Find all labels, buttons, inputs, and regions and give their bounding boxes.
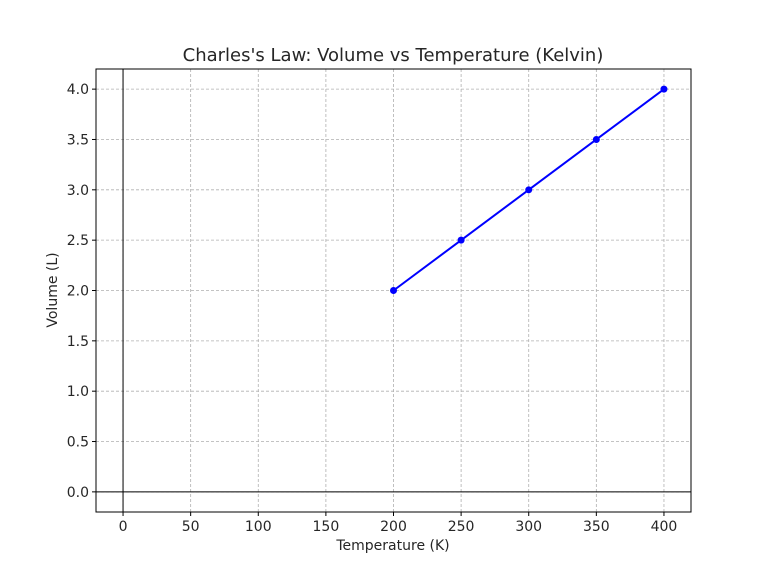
- y-tick-label: 1.0: [67, 384, 89, 400]
- zero-lines: [96, 69, 691, 512]
- y-tick-label: 4.0: [67, 82, 89, 98]
- x-tick-label: 300: [515, 519, 542, 535]
- x-axis-label: Temperature (K): [335, 538, 449, 554]
- x-tick-label: 150: [313, 519, 340, 535]
- data-point: [390, 287, 397, 294]
- y-tick-label: 0.0: [67, 485, 89, 501]
- data-point: [525, 186, 533, 194]
- y-axis-label: Volume (L): [45, 252, 61, 327]
- x-tick-label: 100: [245, 519, 272, 535]
- series-group: [390, 85, 668, 294]
- x-axis: 0 50 100 150 200 250 300 350 400: [119, 512, 678, 535]
- y-tick-label: 2.0: [67, 284, 89, 300]
- y-tick-label: 3.0: [67, 183, 89, 199]
- x-tick-label: 200: [380, 519, 407, 535]
- x-tick-label: 250: [448, 519, 475, 535]
- x-tick-label: 50: [182, 519, 200, 535]
- data-point: [660, 85, 668, 93]
- data-point: [592, 135, 600, 143]
- x-tick-label: 400: [651, 519, 678, 535]
- x-tick-label: 350: [583, 519, 610, 535]
- x-tick-label: 0: [119, 519, 128, 535]
- chart-title: Charles's Law: Volume vs Temperature (Ke…: [183, 45, 604, 66]
- y-tick-label: 3.5: [67, 132, 89, 148]
- y-tick-label: 0.5: [67, 435, 89, 451]
- y-axis: 0.0 0.5 1.0 1.5 2.0 2.5 3.0 3.5 4.0: [67, 82, 96, 501]
- data-point: [457, 236, 465, 244]
- y-tick-label: 1.5: [67, 334, 89, 350]
- y-tick-label: 2.5: [67, 233, 89, 249]
